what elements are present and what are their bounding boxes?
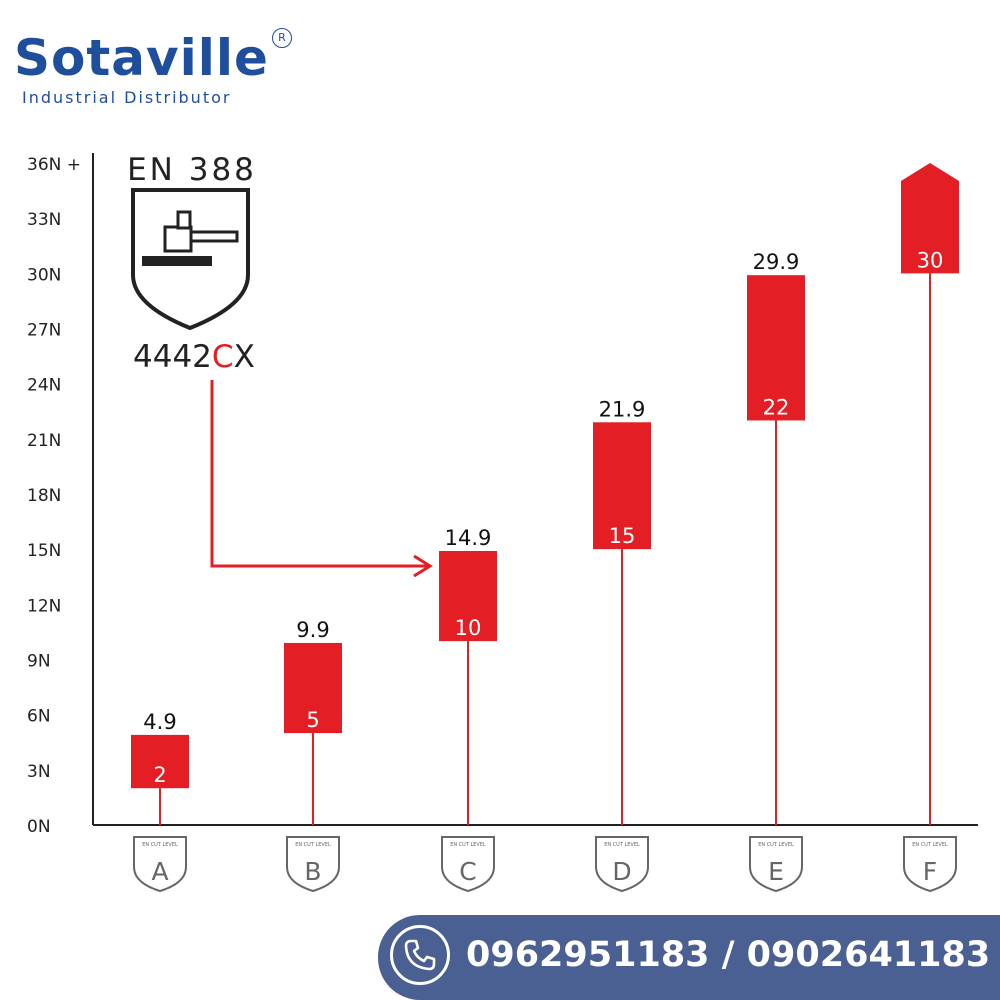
y-tick-label: 12N [27, 596, 61, 616]
y-tick-label: 0N [27, 817, 51, 837]
x-tick-label: B [304, 857, 321, 886]
range-low-label: 10 [455, 616, 482, 640]
badge-caption: EN CUT LEVEL [295, 842, 331, 848]
code-suffix: X [234, 339, 255, 375]
range-bar [284, 642, 342, 734]
cut-level-chart: 0N 3N 6N 9N 12N 15N 18N 21N 24N 27N 30N 33N 36N + 2 4… [27, 152, 978, 893]
y-tick-label: 36N + [27, 155, 81, 175]
shield-icon [903, 836, 957, 893]
annotation-arrow [210, 380, 433, 578]
range-bar [901, 163, 959, 274]
shield-icon [595, 836, 649, 893]
shield-icon [286, 836, 340, 893]
registered-mark: R [272, 28, 292, 48]
range-bar [439, 551, 497, 642]
contact-banner: 0962951183 / 0902641183 [378, 915, 1000, 1000]
code-prefix: 4442 [133, 339, 212, 375]
y-tick-label: 18N [27, 486, 61, 506]
range-bar [131, 734, 189, 789]
range-bar [747, 275, 805, 421]
brand-tagline: Industrial Distributor [22, 88, 232, 107]
range-low-label: 5 [306, 708, 319, 732]
y-tick-label: 30N [27, 265, 61, 285]
cut-level-badge: EN CUT LEVEL E [749, 836, 803, 893]
brand-name: Sotaville [14, 29, 269, 87]
anvil-bar [142, 256, 212, 266]
cut-level-badge: EN CUT LEVEL A [133, 836, 187, 893]
y-tick-label: 6N [27, 707, 51, 727]
range-high-label: 29.9 [753, 250, 800, 274]
range-low-label: 2 [153, 763, 166, 787]
y-tick-label: 9N [27, 652, 51, 672]
range-high-label: 14.9 [445, 526, 492, 550]
y-tick-label: 21N [27, 431, 61, 451]
badge-caption: EN CUT LEVEL [758, 842, 794, 848]
range-high-label: 21.9 [599, 397, 646, 421]
code-highlight: C [212, 339, 234, 375]
x-tick-label: A [151, 857, 168, 886]
range-low-label: 15 [609, 524, 636, 548]
shield-icon [749, 836, 803, 893]
range-low-label: 30 [917, 248, 944, 272]
x-tick-label: C [459, 857, 476, 886]
x-tick-label: E [768, 857, 784, 886]
cut-level-badge: EN CUT LEVEL C [441, 836, 495, 893]
badge-caption: EN CUT LEVEL [450, 842, 486, 848]
range-high-label: 9.9 [296, 618, 329, 642]
shield-icon [441, 836, 495, 893]
cut-level-badge: EN CUT LEVEL B [286, 836, 340, 893]
hammer-icon [163, 210, 239, 253]
standard-title: EN 388 [127, 152, 257, 188]
badge-caption: EN CUT LEVEL [604, 842, 640, 848]
en388-pictogram: EN 388 4442CX [127, 152, 257, 375]
y-tick-label: 33N [27, 210, 61, 230]
range-high-label: 4.9 [143, 710, 176, 734]
standard-code: 4442CX [133, 339, 255, 375]
y-tick-label: 15N [27, 541, 61, 561]
y-tick-label: 27N [27, 321, 61, 341]
contact-phones: 0962951183 / 0902641183 [466, 935, 991, 975]
y-tick-label: 3N [27, 762, 51, 782]
range-bar [593, 422, 651, 550]
cut-level-badge: EN CUT LEVEL F [903, 836, 957, 893]
cut-level-badge: EN CUT LEVEL D [595, 836, 649, 893]
y-tick-label: 24N [27, 376, 61, 396]
badge-caption: EN CUT LEVEL [912, 842, 948, 848]
brand-logo: Sotaville R Industrial Distributor [14, 28, 292, 107]
badge-caption: EN CUT LEVEL [142, 842, 178, 848]
x-tick-label: D [612, 857, 631, 886]
x-tick-label: F [923, 857, 937, 886]
shield-icon [133, 836, 187, 893]
phone-icon [390, 925, 450, 985]
range-low-label: 22 [763, 395, 790, 419]
